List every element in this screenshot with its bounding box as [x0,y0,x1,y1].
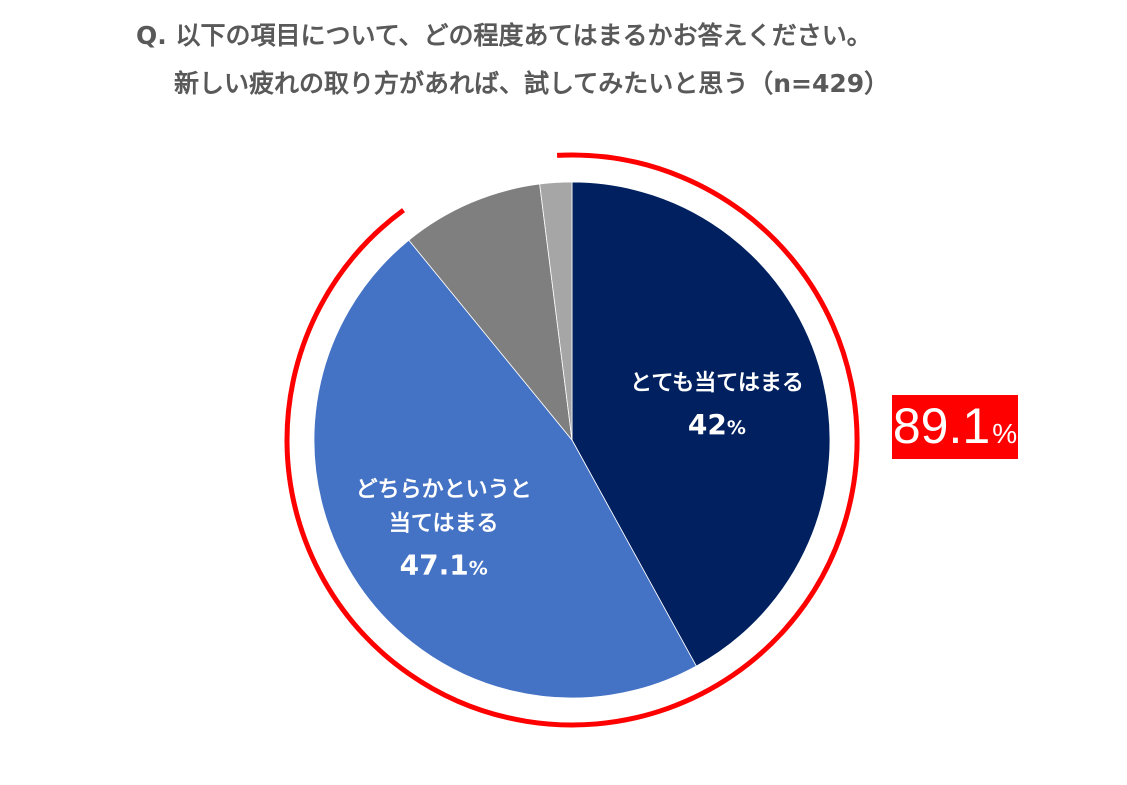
pie-slice-4 [539,181,573,441]
question-subtitle: 新しい疲れの取り方があれば、試してみたいと思う（n=429） [174,69,890,98]
slice-label-1: とても当てはまる [630,371,804,396]
pie-slice-3 [408,183,573,442]
highlight-arc [284,152,860,728]
pie-slice-2 [313,239,697,699]
question-title: Q. 以下の項目について、どの程度あてはまるかお答えください。 [136,21,872,50]
pie-slice-1 [571,181,831,667]
total-percentage-unit: % [992,418,1018,449]
slice-label-2: どちらかというと [356,478,532,503]
slice-label-2: 当てはまる [389,512,499,537]
total-percentage-value: 89.1 [892,398,991,454]
slice-value-1: 42% [688,408,746,441]
slice-value-2: 47.1% [400,549,488,582]
total-percentage-badge: 89.1 % [892,395,1018,459]
